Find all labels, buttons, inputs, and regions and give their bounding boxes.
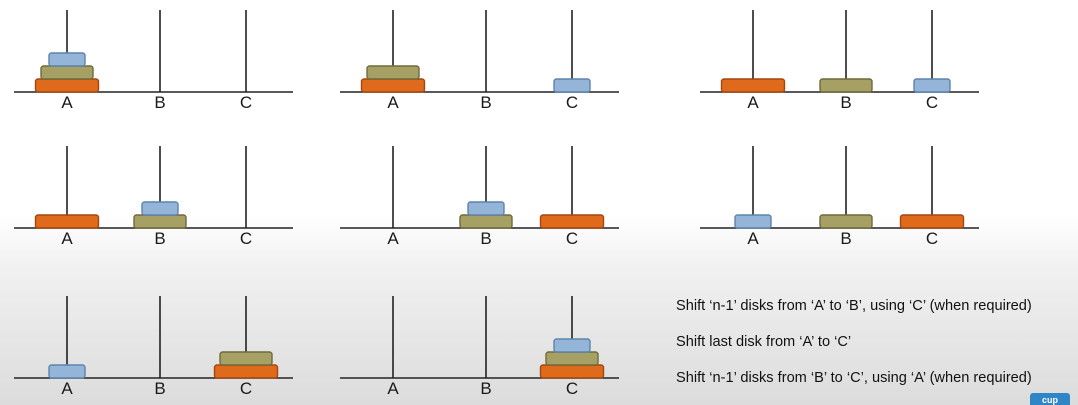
peg-a-label: A (61, 379, 73, 398)
peg-b-label: B (154, 229, 165, 248)
small-disk (467, 201, 505, 216)
brand-logo: cup (1030, 393, 1070, 405)
small-disk (553, 78, 591, 93)
peg-a-label: A (747, 93, 759, 112)
large-disk (34, 214, 100, 229)
peg-a-label: A (61, 229, 73, 248)
peg-a-label: A (387, 93, 399, 112)
state-panel-3: A B C (700, 10, 979, 112)
step-1-text: Shift ‘n-1’ disks from ‘A’ to ‘B’, using… (676, 298, 1032, 314)
state-panel-5: A B C (340, 146, 619, 248)
peg-c-label: C (566, 379, 578, 398)
state-panel-4: A B C (14, 146, 293, 248)
large-disk (539, 364, 605, 379)
medium-disk (545, 351, 599, 366)
peg-c-label: C (566, 93, 578, 112)
peg-c-label: C (926, 229, 938, 248)
peg-c-label: C (566, 229, 578, 248)
state-panel-6: A B C (700, 146, 979, 248)
small-disk (48, 52, 86, 67)
peg-a-label: A (387, 229, 399, 248)
medium-disk (219, 351, 273, 366)
large-disk (720, 78, 786, 93)
peg-b-label: B (840, 229, 851, 248)
peg-a-label: A (747, 229, 759, 248)
medium-disk (133, 214, 187, 229)
peg-b-label: B (840, 93, 851, 112)
small-disk (48, 364, 86, 379)
large-disk (899, 214, 965, 229)
peg-c-label: C (926, 93, 938, 112)
peg-a-label: A (61, 93, 73, 112)
small-disk (913, 78, 951, 93)
medium-disk (459, 214, 513, 229)
large-disk (213, 364, 279, 379)
large-disk (539, 214, 605, 229)
state-panel-1: A B C (14, 10, 293, 112)
peg-b-label: B (480, 229, 491, 248)
state-panel-7: A B C (14, 296, 293, 398)
small-disk (734, 214, 772, 229)
small-disk (141, 201, 179, 216)
step-3-text: Shift ‘n-1’ disks from ‘B’ to ‘C’, using… (676, 370, 1032, 386)
peg-c-label: C (240, 379, 252, 398)
peg-a-label: A (387, 379, 399, 398)
state-panel-8: A B C (340, 296, 619, 398)
medium-disk (819, 214, 873, 229)
peg-c-label: C (240, 93, 252, 112)
medium-disk (366, 65, 420, 80)
algorithm-steps: Shift ‘n-1’ disks from ‘A’ to ‘B’, using… (676, 288, 1074, 396)
peg-c-label: C (240, 229, 252, 248)
large-disk (360, 78, 426, 93)
step-2-text: Shift last disk from ‘A’ to ‘C’ (676, 334, 852, 350)
peg-b-label: B (480, 379, 491, 398)
large-disk (34, 78, 100, 93)
small-disk (553, 338, 591, 353)
peg-b-label: B (480, 93, 491, 112)
peg-b-label: B (154, 379, 165, 398)
state-panel-2: A B C (340, 10, 619, 112)
medium-disk (40, 65, 94, 80)
peg-b-label: B (154, 93, 165, 112)
medium-disk (819, 78, 873, 93)
